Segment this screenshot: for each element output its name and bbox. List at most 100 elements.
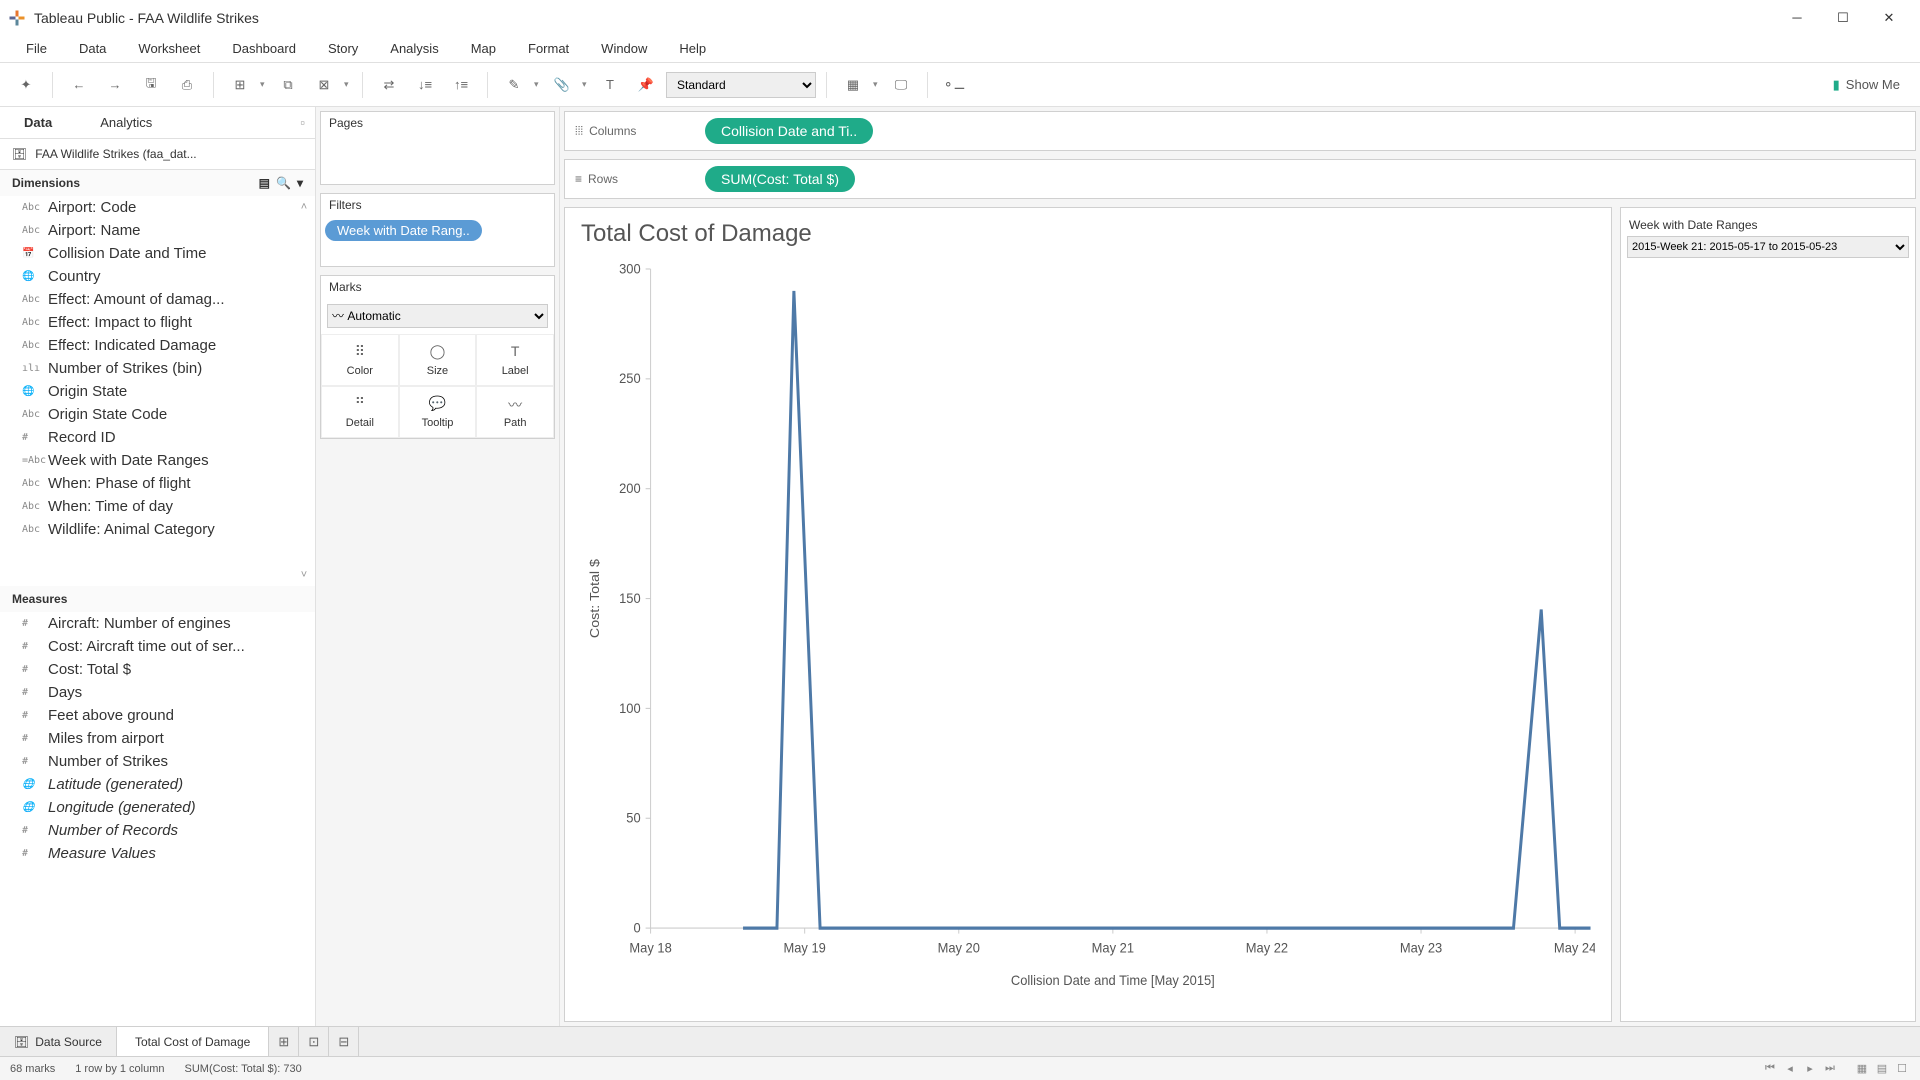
search-icon[interactable]: 🔍 xyxy=(276,176,291,190)
data-source-tab[interactable]: 🗄Data Source xyxy=(0,1027,117,1056)
view-cards-button[interactable]: ▦ xyxy=(837,69,869,101)
menu-data[interactable]: Data xyxy=(63,37,122,60)
dimension-field[interactable]: ılıNumber of Strikes (bin) xyxy=(0,357,315,380)
redo-button[interactable]: → xyxy=(99,69,131,101)
scroll-up-icon[interactable]: ˄ xyxy=(297,200,311,214)
measure-field[interactable]: #Cost: Aircraft time out of ser... xyxy=(0,635,315,658)
dimension-field[interactable]: #Record ID xyxy=(0,426,315,449)
duplicate-button[interactable]: ⧉ xyxy=(272,69,304,101)
dimension-field[interactable]: AbcEffect: Impact to flight xyxy=(0,311,315,334)
view-sheet-icon[interactable]: ☐ xyxy=(1894,1062,1910,1075)
undo-button[interactable]: ← xyxy=(63,69,95,101)
menu-story[interactable]: Story xyxy=(312,37,374,60)
measure-field[interactable]: #Number of Records xyxy=(0,819,315,842)
measure-field[interactable]: #Miles from airport xyxy=(0,727,315,750)
highlight-button[interactable]: ✎ xyxy=(498,69,530,101)
menu-icon[interactable]: ▾ xyxy=(297,176,303,190)
field-label: Miles from airport xyxy=(48,730,164,747)
measure-field[interactable]: 🌐Longitude (generated) xyxy=(0,796,315,819)
marks-color-button[interactable]: ⠿Color xyxy=(321,334,399,386)
menu-help[interactable]: Help xyxy=(663,37,722,60)
measure-field[interactable]: #Number of Strikes xyxy=(0,750,315,773)
menu-worksheet[interactable]: Worksheet xyxy=(122,37,216,60)
pin-button[interactable]: 📌 xyxy=(630,69,662,101)
sort-asc-button[interactable]: ↓≡ xyxy=(409,69,441,101)
view-filmstrip-icon[interactable]: ▤ xyxy=(1874,1062,1890,1075)
dimension-field[interactable]: 🌐Origin State xyxy=(0,380,315,403)
nav-next-icon[interactable]: ▸ xyxy=(1802,1062,1818,1075)
clear-button[interactable]: ⊠ xyxy=(308,69,340,101)
save-button[interactable]: 🖫 xyxy=(135,69,167,101)
columns-shelf[interactable]: ⦙⦙⦙Columns Collision Date and Ti.. xyxy=(564,111,1916,151)
dimension-field[interactable]: AbcAirport: Code xyxy=(0,196,315,219)
tableau-icon[interactable]: ✦ xyxy=(10,69,42,101)
group-button[interactable]: 📎 xyxy=(546,69,578,101)
filter-control-select[interactable]: 2015-Week 21: 2015-05-17 to 2015-05-23 xyxy=(1627,236,1909,258)
nav-last-icon[interactable]: ⏭ xyxy=(1822,1062,1838,1075)
fit-select[interactable]: Standard xyxy=(666,72,816,98)
dimension-field[interactable]: AbcEffect: Indicated Damage xyxy=(0,334,315,357)
new-worksheet-icon[interactable]: ⊞ xyxy=(269,1027,299,1056)
filter-control-title: Week with Date Ranges xyxy=(1627,214,1909,236)
menu-window[interactable]: Window xyxy=(585,37,663,60)
tab-data[interactable]: Data xyxy=(0,107,76,138)
minimize-button[interactable]: ─ xyxy=(1774,3,1820,33)
nav-prev-icon[interactable]: ◂ xyxy=(1782,1062,1798,1075)
marks-btn-label: Detail xyxy=(346,417,374,429)
dimension-field[interactable]: AbcEffect: Amount of damag... xyxy=(0,288,315,311)
filters-shelf[interactable]: Filters Week with Date Rang.. xyxy=(320,193,555,267)
share-button[interactable]: ⚬⚊ xyxy=(938,69,970,101)
label-button[interactable]: T xyxy=(594,69,626,101)
marks-type-select[interactable]: 〰 Automatic xyxy=(327,304,548,328)
measure-field[interactable]: #Feet above ground xyxy=(0,704,315,727)
measure-field[interactable]: #Aircraft: Number of engines xyxy=(0,612,315,635)
dimension-field[interactable]: AbcOrigin State Code xyxy=(0,403,315,426)
marks-tooltip-button[interactable]: 💬Tooltip xyxy=(399,386,477,438)
dimension-field[interactable]: AbcWildlife: Animal Category xyxy=(0,518,315,541)
dimension-field[interactable]: AbcAirport: Name xyxy=(0,219,315,242)
pages-shelf[interactable]: Pages xyxy=(320,111,555,185)
menu-map[interactable]: Map xyxy=(455,37,512,60)
sheet-tab[interactable]: Total Cost of Damage xyxy=(117,1027,269,1056)
presentation-button[interactable]: 🖵 xyxy=(885,69,917,101)
sort-desc-button[interactable]: ↑≡ xyxy=(445,69,477,101)
view-tabs-icon[interactable]: ▦ xyxy=(1854,1062,1870,1075)
dimension-field[interactable]: 📅Collision Date and Time xyxy=(0,242,315,265)
show-me-button[interactable]: ▮Show Me xyxy=(1833,77,1910,93)
rows-shelf[interactable]: ≡Rows SUM(Cost: Total $) xyxy=(564,159,1916,199)
close-button[interactable]: ✕ xyxy=(1866,3,1912,33)
menu-format[interactable]: Format xyxy=(512,37,585,60)
field-type-icon: 📅 xyxy=(22,248,40,259)
measure-field[interactable]: #Cost: Total $ xyxy=(0,658,315,681)
menu-file[interactable]: File xyxy=(10,37,63,60)
marks-label-button[interactable]: TLabel xyxy=(476,334,554,386)
swap-button[interactable]: ⇄ xyxy=(373,69,405,101)
new-dashboard-icon[interactable]: ⊡ xyxy=(299,1027,329,1056)
tab-analytics[interactable]: Analytics xyxy=(76,107,176,138)
measure-field[interactable]: #Measure Values xyxy=(0,842,315,865)
measure-field[interactable]: 🌐Latitude (generated) xyxy=(0,773,315,796)
measure-field[interactable]: #Days xyxy=(0,681,315,704)
menu-analysis[interactable]: Analysis xyxy=(374,37,454,60)
marks-detail-button[interactable]: ⠛Detail xyxy=(321,386,399,438)
rows-pill[interactable]: SUM(Cost: Total $) xyxy=(705,166,855,192)
dimension-field[interactable]: AbcWhen: Phase of flight xyxy=(0,472,315,495)
marks-size-button[interactable]: ◯Size xyxy=(399,334,477,386)
dimension-field[interactable]: AbcWhen: Time of day xyxy=(0,495,315,518)
datasource-row[interactable]: 🗄 FAA Wildlife Strikes (faa_dat... xyxy=(0,139,315,170)
new-worksheet-button[interactable]: ⊞ xyxy=(224,69,256,101)
nav-first-icon[interactable]: ⏮ xyxy=(1762,1062,1778,1075)
view-icon[interactable]: ▤ xyxy=(259,176,270,190)
menu-dashboard[interactable]: Dashboard xyxy=(216,37,312,60)
new-story-icon[interactable]: ⊟ xyxy=(329,1027,359,1056)
columns-pill[interactable]: Collision Date and Ti.. xyxy=(705,118,873,144)
pane-menu-icon[interactable]: ▫ xyxy=(290,107,315,138)
new-data-button[interactable]: ⎙ xyxy=(171,69,203,101)
filter-pill[interactable]: Week with Date Rang.. xyxy=(325,220,482,241)
maximize-button[interactable]: ☐ xyxy=(1820,3,1866,33)
scroll-down-icon[interactable]: ˅ xyxy=(297,568,311,582)
dimension-field[interactable]: =AbcWeek with Date Ranges xyxy=(0,449,315,472)
dimensions-header: Dimensions ▤🔍▾ xyxy=(0,170,315,196)
dimension-field[interactable]: 🌐Country xyxy=(0,265,315,288)
marks-path-button[interactable]: 〰Path xyxy=(476,386,554,438)
